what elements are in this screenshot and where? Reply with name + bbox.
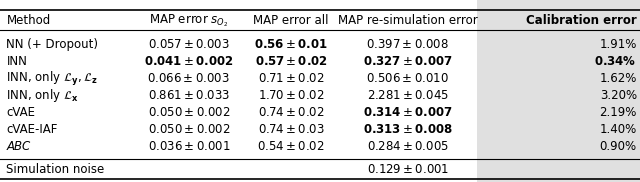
Text: cVAE: cVAE: [6, 106, 35, 119]
Text: $0.74 \pm 0.03$: $0.74 \pm 0.03$: [258, 123, 324, 136]
Text: $0.066 \pm 0.003$: $0.066 \pm 0.003$: [147, 72, 230, 85]
Text: $0.284 \pm 0.005$: $0.284 \pm 0.005$: [367, 140, 449, 153]
Text: $0.129 \pm 0.001$: $0.129 \pm 0.001$: [367, 163, 449, 176]
Text: $\mathbf{0.57} \pm \mathbf{0.02}$: $\mathbf{0.57} \pm \mathbf{0.02}$: [255, 55, 328, 68]
Text: $\mathbf{0.327} \pm \mathbf{0.007}$: $\mathbf{0.327} \pm \mathbf{0.007}$: [363, 55, 452, 68]
Text: INN, only $\mathcal{L}_{\mathbf{y}}, \mathcal{L}_{\mathbf{z}}$: INN, only $\mathcal{L}_{\mathbf{y}}, \ma…: [6, 70, 98, 88]
Text: $0.036 \pm 0.001$: $0.036 \pm 0.001$: [147, 140, 230, 153]
Text: $0.050 \pm 0.002$: $0.050 \pm 0.002$: [147, 123, 230, 136]
Text: $\mathbf{0.34\%}$: $\mathbf{0.34\%}$: [595, 55, 637, 68]
Text: $0.71 \pm 0.02$: $0.71 \pm 0.02$: [258, 72, 324, 85]
Text: MAP re-simulation error: MAP re-simulation error: [338, 14, 477, 27]
Text: 1.91%: 1.91%: [600, 38, 637, 51]
Text: 1.40%: 1.40%: [600, 123, 637, 136]
Text: Calibration error: Calibration error: [526, 14, 637, 27]
Text: $0.54 \pm 0.02$: $0.54 \pm 0.02$: [257, 140, 325, 153]
Text: INN, only $\mathcal{L}_{\mathbf{x}}$: INN, only $\mathcal{L}_{\mathbf{x}}$: [6, 87, 79, 104]
Text: $0.861 \pm 0.033$: $0.861 \pm 0.033$: [148, 89, 230, 102]
Text: 2.19%: 2.19%: [600, 106, 637, 119]
Text: $0.397 \pm 0.008$: $0.397 \pm 0.008$: [366, 38, 449, 51]
Text: $0.506 \pm 0.010$: $0.506 \pm 0.010$: [366, 72, 449, 85]
Text: $2.281 \pm 0.045$: $2.281 \pm 0.045$: [367, 89, 449, 102]
Text: 0.90%: 0.90%: [600, 140, 637, 153]
Text: MAP error all: MAP error all: [253, 14, 329, 27]
Text: $1.70 \pm 0.02$: $1.70 \pm 0.02$: [258, 89, 324, 102]
Bar: [477, 0, 640, 182]
Text: NN (+ Dropout): NN (+ Dropout): [6, 38, 99, 51]
Text: 3.20%: 3.20%: [600, 89, 637, 102]
Text: ABC: ABC: [6, 140, 31, 153]
Text: Simulation noise: Simulation noise: [6, 163, 105, 176]
Text: $0.74 \pm 0.02$: $0.74 \pm 0.02$: [258, 106, 324, 119]
Text: INN: INN: [6, 55, 28, 68]
Text: $0.057 \pm 0.003$: $0.057 \pm 0.003$: [148, 38, 230, 51]
Text: $\mathbf{0.041} \pm \mathbf{0.002}$: $\mathbf{0.041} \pm \mathbf{0.002}$: [144, 55, 234, 68]
Text: $\mathbf{0.314} \pm \mathbf{0.007}$: $\mathbf{0.314} \pm \mathbf{0.007}$: [363, 106, 452, 119]
Text: $0.050 \pm 0.002$: $0.050 \pm 0.002$: [147, 106, 230, 119]
Text: Method: Method: [6, 14, 51, 27]
Text: MAP error $s_{O_2}$: MAP error $s_{O_2}$: [149, 13, 228, 29]
Text: 1.62%: 1.62%: [600, 72, 637, 85]
Text: $\mathbf{0.313} \pm \mathbf{0.008}$: $\mathbf{0.313} \pm \mathbf{0.008}$: [363, 123, 452, 136]
Text: cVAE-IAF: cVAE-IAF: [6, 123, 58, 136]
Text: $\mathbf{0.56} \pm \mathbf{0.01}$: $\mathbf{0.56} \pm \mathbf{0.01}$: [254, 38, 328, 51]
